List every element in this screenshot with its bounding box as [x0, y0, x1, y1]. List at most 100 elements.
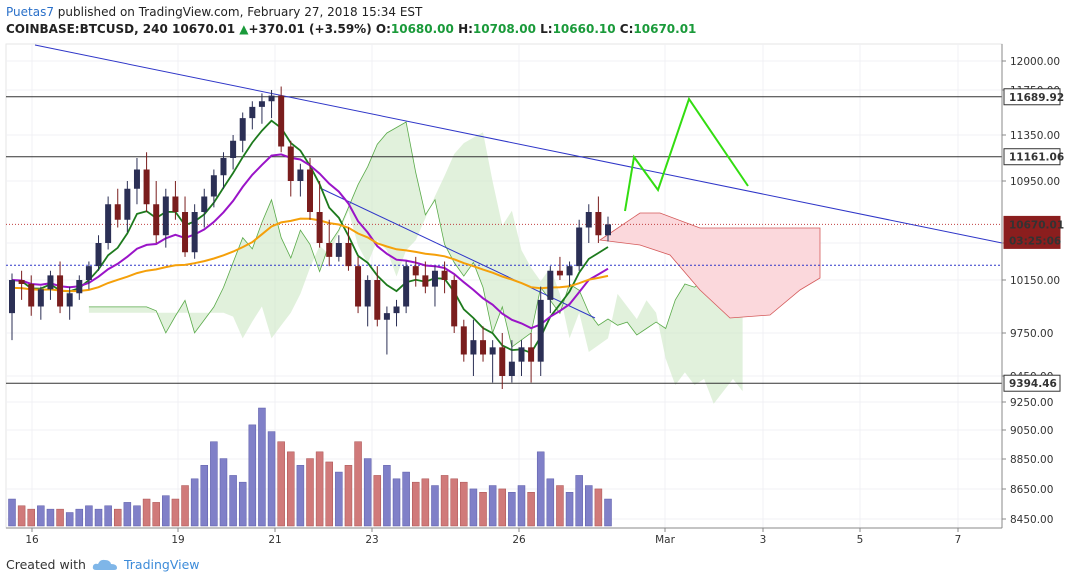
up-arrow-icon: ▲: [239, 22, 249, 36]
volume-bar: [565, 492, 574, 527]
forecast-zigzag: [624, 96, 749, 212]
cloud-fill: [88, 122, 743, 404]
author-link[interactable]: Puetas7: [6, 5, 54, 19]
x-tick-label: 7: [955, 534, 962, 546]
candle-body: [85, 266, 92, 280]
high-value: 10708.00: [472, 22, 536, 36]
candle-body: [518, 347, 525, 362]
time-axis[interactable]: 16 19 21 23 26 Mar 3 5 7: [25, 528, 961, 546]
volume-bar: [123, 502, 132, 527]
candle-body: [556, 270, 563, 276]
candle-body: [508, 361, 515, 376]
candle-body: [66, 293, 73, 307]
open-value: 10680.00: [390, 22, 454, 36]
volume-bar: [546, 478, 555, 527]
level-tag-bg: [1003, 148, 1061, 166]
volume-bar: [65, 512, 74, 527]
volume-bar: [56, 508, 64, 527]
candle-body: [335, 243, 342, 257]
candle-body: [412, 266, 419, 276]
candle-body: [191, 212, 198, 253]
y-tick-label: 8450.00: [1010, 514, 1053, 526]
candle-body: [441, 270, 448, 280]
candle-body: [566, 266, 573, 276]
last-price: 10670.01: [172, 22, 236, 36]
volume-bar: [210, 441, 218, 527]
candle-body: [431, 270, 438, 287]
high-label: H:: [458, 22, 473, 36]
y-tick-label: 11350.00: [1010, 130, 1060, 142]
trendline-main: [34, 44, 1003, 244]
volume-bar: [152, 502, 160, 527]
symbol-line: COINBASE:BTCUSD, 240 10670.01 ▲+370.01 (…: [6, 22, 696, 36]
low-label: L:: [540, 22, 553, 36]
volume-bar: [296, 465, 305, 527]
candle-body: [278, 95, 285, 147]
candle-body: [383, 313, 390, 320]
candle-body: [220, 158, 227, 176]
candle-body: [210, 175, 217, 197]
volume-bar: [594, 488, 603, 527]
volume-bar: [181, 485, 189, 527]
candle-body: [47, 275, 54, 290]
publish-line: Puetas7 published on TradingView.com, Fe…: [6, 5, 422, 19]
volume-bar: [498, 488, 507, 527]
publish-info: published on TradingView.com, February 2…: [53, 5, 423, 19]
countdown-tag-bg: [1003, 231, 1061, 249]
candle-body: [28, 283, 35, 307]
candle-body: [595, 212, 602, 236]
tradingview-brand[interactable]: TradingView: [123, 557, 200, 572]
volume-bar: [287, 451, 295, 527]
level-tag-bg: [1003, 374, 1061, 392]
volume-bar: [171, 498, 180, 527]
candle-body: [585, 212, 592, 228]
volume-bar: [585, 485, 593, 527]
volume-bar: [46, 508, 55, 527]
volume-bar: [450, 478, 458, 527]
last-price-tag: 10670.01: [1009, 219, 1064, 231]
tradingview-cloud-icon: [92, 559, 117, 570]
volume-bar: [460, 481, 468, 527]
price-axis[interactable]: 12000.0011750.0011350.0010950.0010550.00…: [1002, 56, 1060, 526]
candle-body: [451, 280, 458, 327]
volume-bar: [248, 424, 257, 527]
candle-body: [537, 299, 544, 362]
x-tick-label: 5: [857, 534, 864, 546]
volume-bar: [258, 407, 266, 527]
candle-body: [230, 140, 237, 158]
volume-bar: [104, 505, 112, 527]
candle-body: [576, 227, 583, 267]
candle-body: [249, 106, 256, 119]
open-label: O:: [375, 22, 391, 36]
candle-body: [499, 347, 506, 376]
horizontal-levels: [6, 96, 1002, 384]
candle-body: [114, 204, 121, 220]
candle-body: [105, 204, 112, 243]
volume-bar: [363, 458, 372, 527]
volume-bar: [162, 495, 170, 527]
y-tick-label: 8650.00: [1010, 484, 1053, 496]
forecast-path: [624, 96, 749, 212]
volume-bar: [604, 498, 612, 527]
volume-bar: [517, 485, 526, 527]
candle-body: [201, 196, 208, 212]
candle-body: [143, 169, 150, 205]
volume-bar: [354, 441, 362, 527]
y-tick-label: 10150.00: [1010, 275, 1060, 287]
volume-bar: [527, 492, 535, 527]
volume-bar: [440, 475, 449, 527]
volume-bar: [229, 475, 237, 527]
volume-bar: [37, 505, 45, 527]
candle-body: [393, 306, 400, 314]
symbol-label: COINBASE:BTCUSD, 240: [6, 22, 168, 36]
x-tick-label: 19: [171, 534, 184, 546]
y-tick-label: 9750.00: [1010, 328, 1053, 340]
candle-body: [403, 266, 410, 307]
candle-body: [268, 95, 275, 102]
candle-body: [489, 347, 496, 355]
candle-body: [9, 280, 15, 314]
y-tick-label: 9050.00: [1010, 425, 1053, 437]
y-tick-label: 9250.00: [1010, 397, 1053, 409]
candle-body: [605, 224, 611, 236]
